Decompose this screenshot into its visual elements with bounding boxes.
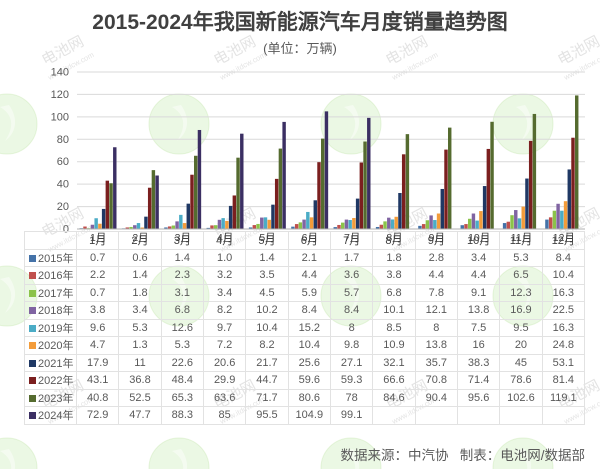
svg-text:80: 80 bbox=[57, 134, 69, 146]
svg-text:40: 40 bbox=[57, 179, 69, 191]
svg-text:60: 60 bbox=[57, 156, 69, 168]
svg-text:140: 140 bbox=[51, 67, 69, 79]
svg-text:120: 120 bbox=[51, 89, 69, 101]
svg-text:100: 100 bbox=[51, 111, 69, 123]
svg-text:20: 20 bbox=[57, 201, 69, 213]
